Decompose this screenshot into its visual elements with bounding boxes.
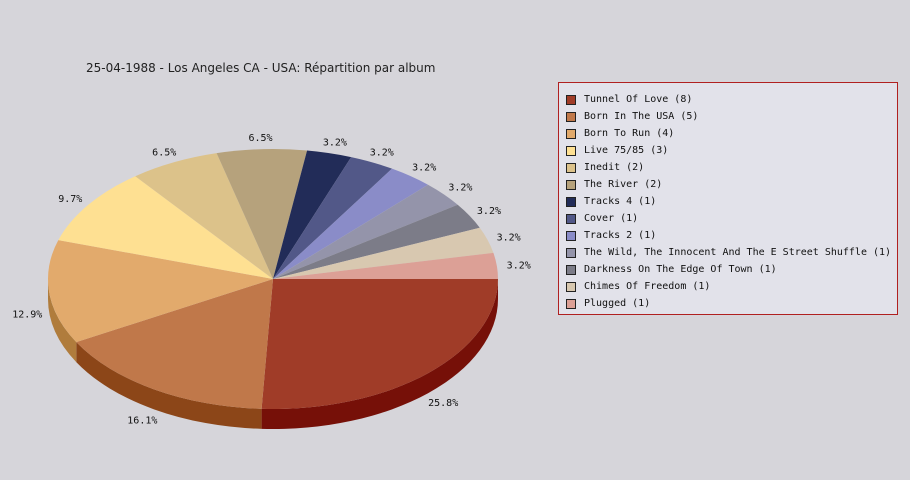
pie-slice-tracks-2 — [273, 168, 429, 279]
legend-label: Plugged (1) — [584, 298, 651, 309]
legend-swatch — [566, 247, 576, 258]
pie-side-tunnel-of-love — [261, 279, 498, 430]
legend-label: Tunnel Of Love (8) — [584, 94, 693, 105]
legend-swatch — [566, 230, 576, 241]
pie-slice-cover — [273, 157, 393, 279]
legend-item-tracks-2: Tracks 2 (1) — [566, 227, 897, 244]
pie-slice-darkness-on-the-edge-of-town — [273, 204, 480, 279]
pie-slice-born-in-the-usa — [76, 279, 274, 409]
pie-slice-plugged — [273, 252, 498, 279]
legend-item-tunnel-of-love: Tunnel Of Love (8) — [566, 91, 897, 108]
legend-label: Cover (1) — [584, 213, 639, 224]
legend-swatch — [566, 213, 576, 224]
pie-side-born-in-the-usa — [76, 342, 262, 429]
legend-label: Chimes Of Freedom (1) — [584, 281, 711, 292]
pct-label-tracks-4: 3.2% — [323, 138, 347, 149]
legend-label: The Wild, The Innocent And The E Street … — [584, 247, 892, 258]
legend-swatch — [566, 196, 576, 207]
legend-label: Tracks 4 (1) — [584, 196, 657, 207]
legend-item-inedit: Inedit (2) — [566, 159, 897, 176]
legend-swatch — [566, 298, 576, 309]
pie-labels: 25.8% 16.1% 12.9% 9.7% 6.5% 6.5% 3.2% 3.2% 3.2% 3… — [12, 133, 531, 426]
legend-item-born-in-the-usa: Born In The USA (5) — [566, 108, 897, 125]
legend-label: Live 75/85 (3) — [584, 145, 669, 156]
pct-label-live-75-85: 9.7% — [58, 194, 82, 205]
pie-slice-inedit — [135, 153, 273, 279]
pct-label-chimes-of-freedom: 3.2% — [497, 232, 521, 243]
legend-swatch — [566, 179, 576, 190]
pct-label-plugged: 3.2% — [507, 261, 531, 272]
legend-swatch — [566, 145, 576, 156]
legend-label: Born In The USA (5) — [584, 111, 699, 122]
pie-slice-tracks-4 — [273, 150, 352, 279]
legend-item-born-to-run: Born To Run (4) — [566, 125, 897, 142]
pct-label-inedit: 6.5% — [152, 148, 176, 159]
legend-item-live-75-85: Live 75/85 (3) — [566, 142, 897, 159]
legend-swatch — [566, 128, 576, 139]
pct-label-tracks-2: 3.2% — [412, 163, 436, 174]
pie-slice-the-wild-the-innocent-and-the-e-street-shuffle — [273, 184, 458, 279]
chart-title: 25-04-1988 - Los Angeles CA - USA: Répar… — [86, 61, 436, 75]
pct-label-cover: 3.2% — [370, 148, 394, 159]
pie-side-born-to-run — [48, 279, 77, 363]
pct-label-tunnel-of-love: 25.8% — [428, 398, 458, 409]
pie-tops — [47, 148, 498, 409]
legend-item-chimes-of-freedom: Chimes Of Freedom (1) — [566, 278, 897, 295]
legend-item-the-river: The River (2) — [566, 176, 897, 193]
pct-label-born-in-the-usa: 16.1% — [127, 416, 157, 427]
legend-label: Inedit (2) — [584, 162, 645, 173]
legend-label: The River (2) — [584, 179, 663, 190]
legend-swatch — [566, 94, 576, 105]
pct-label-the-river: 6.5% — [248, 133, 272, 144]
pie-slice-tunnel-of-love — [261, 279, 498, 409]
pct-label-darkness-on-the-edge-of-town: 3.2% — [477, 206, 501, 217]
legend-item-plugged: Plugged (1) — [566, 295, 897, 312]
legend-label: Born To Run (4) — [584, 128, 675, 139]
legend-label: Darkness On The Edge Of Town (1) — [584, 264, 777, 275]
legend-swatch — [566, 111, 576, 122]
pie-slice-chimes-of-freedom — [273, 227, 494, 279]
pie-slice-live-75-85 — [58, 176, 274, 279]
legend-item-the-wild-the-innocent-and-the-e-street-shuffle: The Wild, The Innocent And The E Street … — [566, 244, 897, 261]
pct-label-the-wild-the-innocent-and-the-e-street-shuffle: 3.2% — [448, 183, 472, 194]
pct-label-born-to-run: 12.9% — [12, 309, 42, 320]
pie-slice-born-to-run — [47, 240, 274, 343]
legend-swatch — [566, 264, 576, 275]
legend-label: Tracks 2 (1) — [584, 230, 657, 241]
legend-item-cover: Cover (1) — [566, 210, 897, 227]
legend-swatch — [566, 162, 576, 173]
legend-item-darkness-on-the-edge-of-town: Darkness On The Edge Of Town (1) — [566, 261, 897, 278]
pie-sides — [48, 279, 498, 430]
pie-slice-the-river — [216, 148, 308, 279]
legend-swatch — [566, 281, 576, 292]
legend: Tunnel Of Love (8) Born In The USA (5) Bor… — [558, 82, 898, 315]
legend-item-tracks-4: Tracks 4 (1) — [566, 193, 897, 210]
